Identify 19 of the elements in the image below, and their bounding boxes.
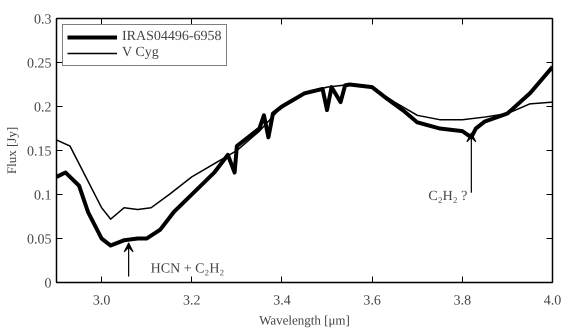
x-tick-label: 3.8 xyxy=(454,294,472,308)
legend-label: IRAS04496-6958 xyxy=(122,29,222,45)
y-tick-label: 0.2 xyxy=(34,100,52,116)
x-tick-label: 4.0 xyxy=(544,294,562,308)
y-tick-label: 0.05 xyxy=(27,232,52,248)
x-tick-label: 3.4 xyxy=(273,294,291,308)
y-tick-label: 0.1 xyxy=(34,188,52,204)
y-tick-label: 0.25 xyxy=(27,56,52,72)
y-tick-label: 0.3 xyxy=(34,12,52,28)
annotation: HCN + C₂H₂ xyxy=(150,262,224,277)
x-tick-label: 3.2 xyxy=(183,294,201,308)
y-axis-title: Flux [Jy] xyxy=(4,126,19,174)
y-tick-label: 0.15 xyxy=(27,144,52,160)
legend-label: V Cyg xyxy=(122,45,159,61)
x-tick-label: 3.0 xyxy=(92,294,110,308)
y-tick-label: 0 xyxy=(44,276,52,292)
x-axis-title: Wavelength [μm] xyxy=(259,312,350,328)
annotation: C₂H₂ ? xyxy=(428,189,468,204)
x-tick-label: 3.6 xyxy=(363,294,381,308)
